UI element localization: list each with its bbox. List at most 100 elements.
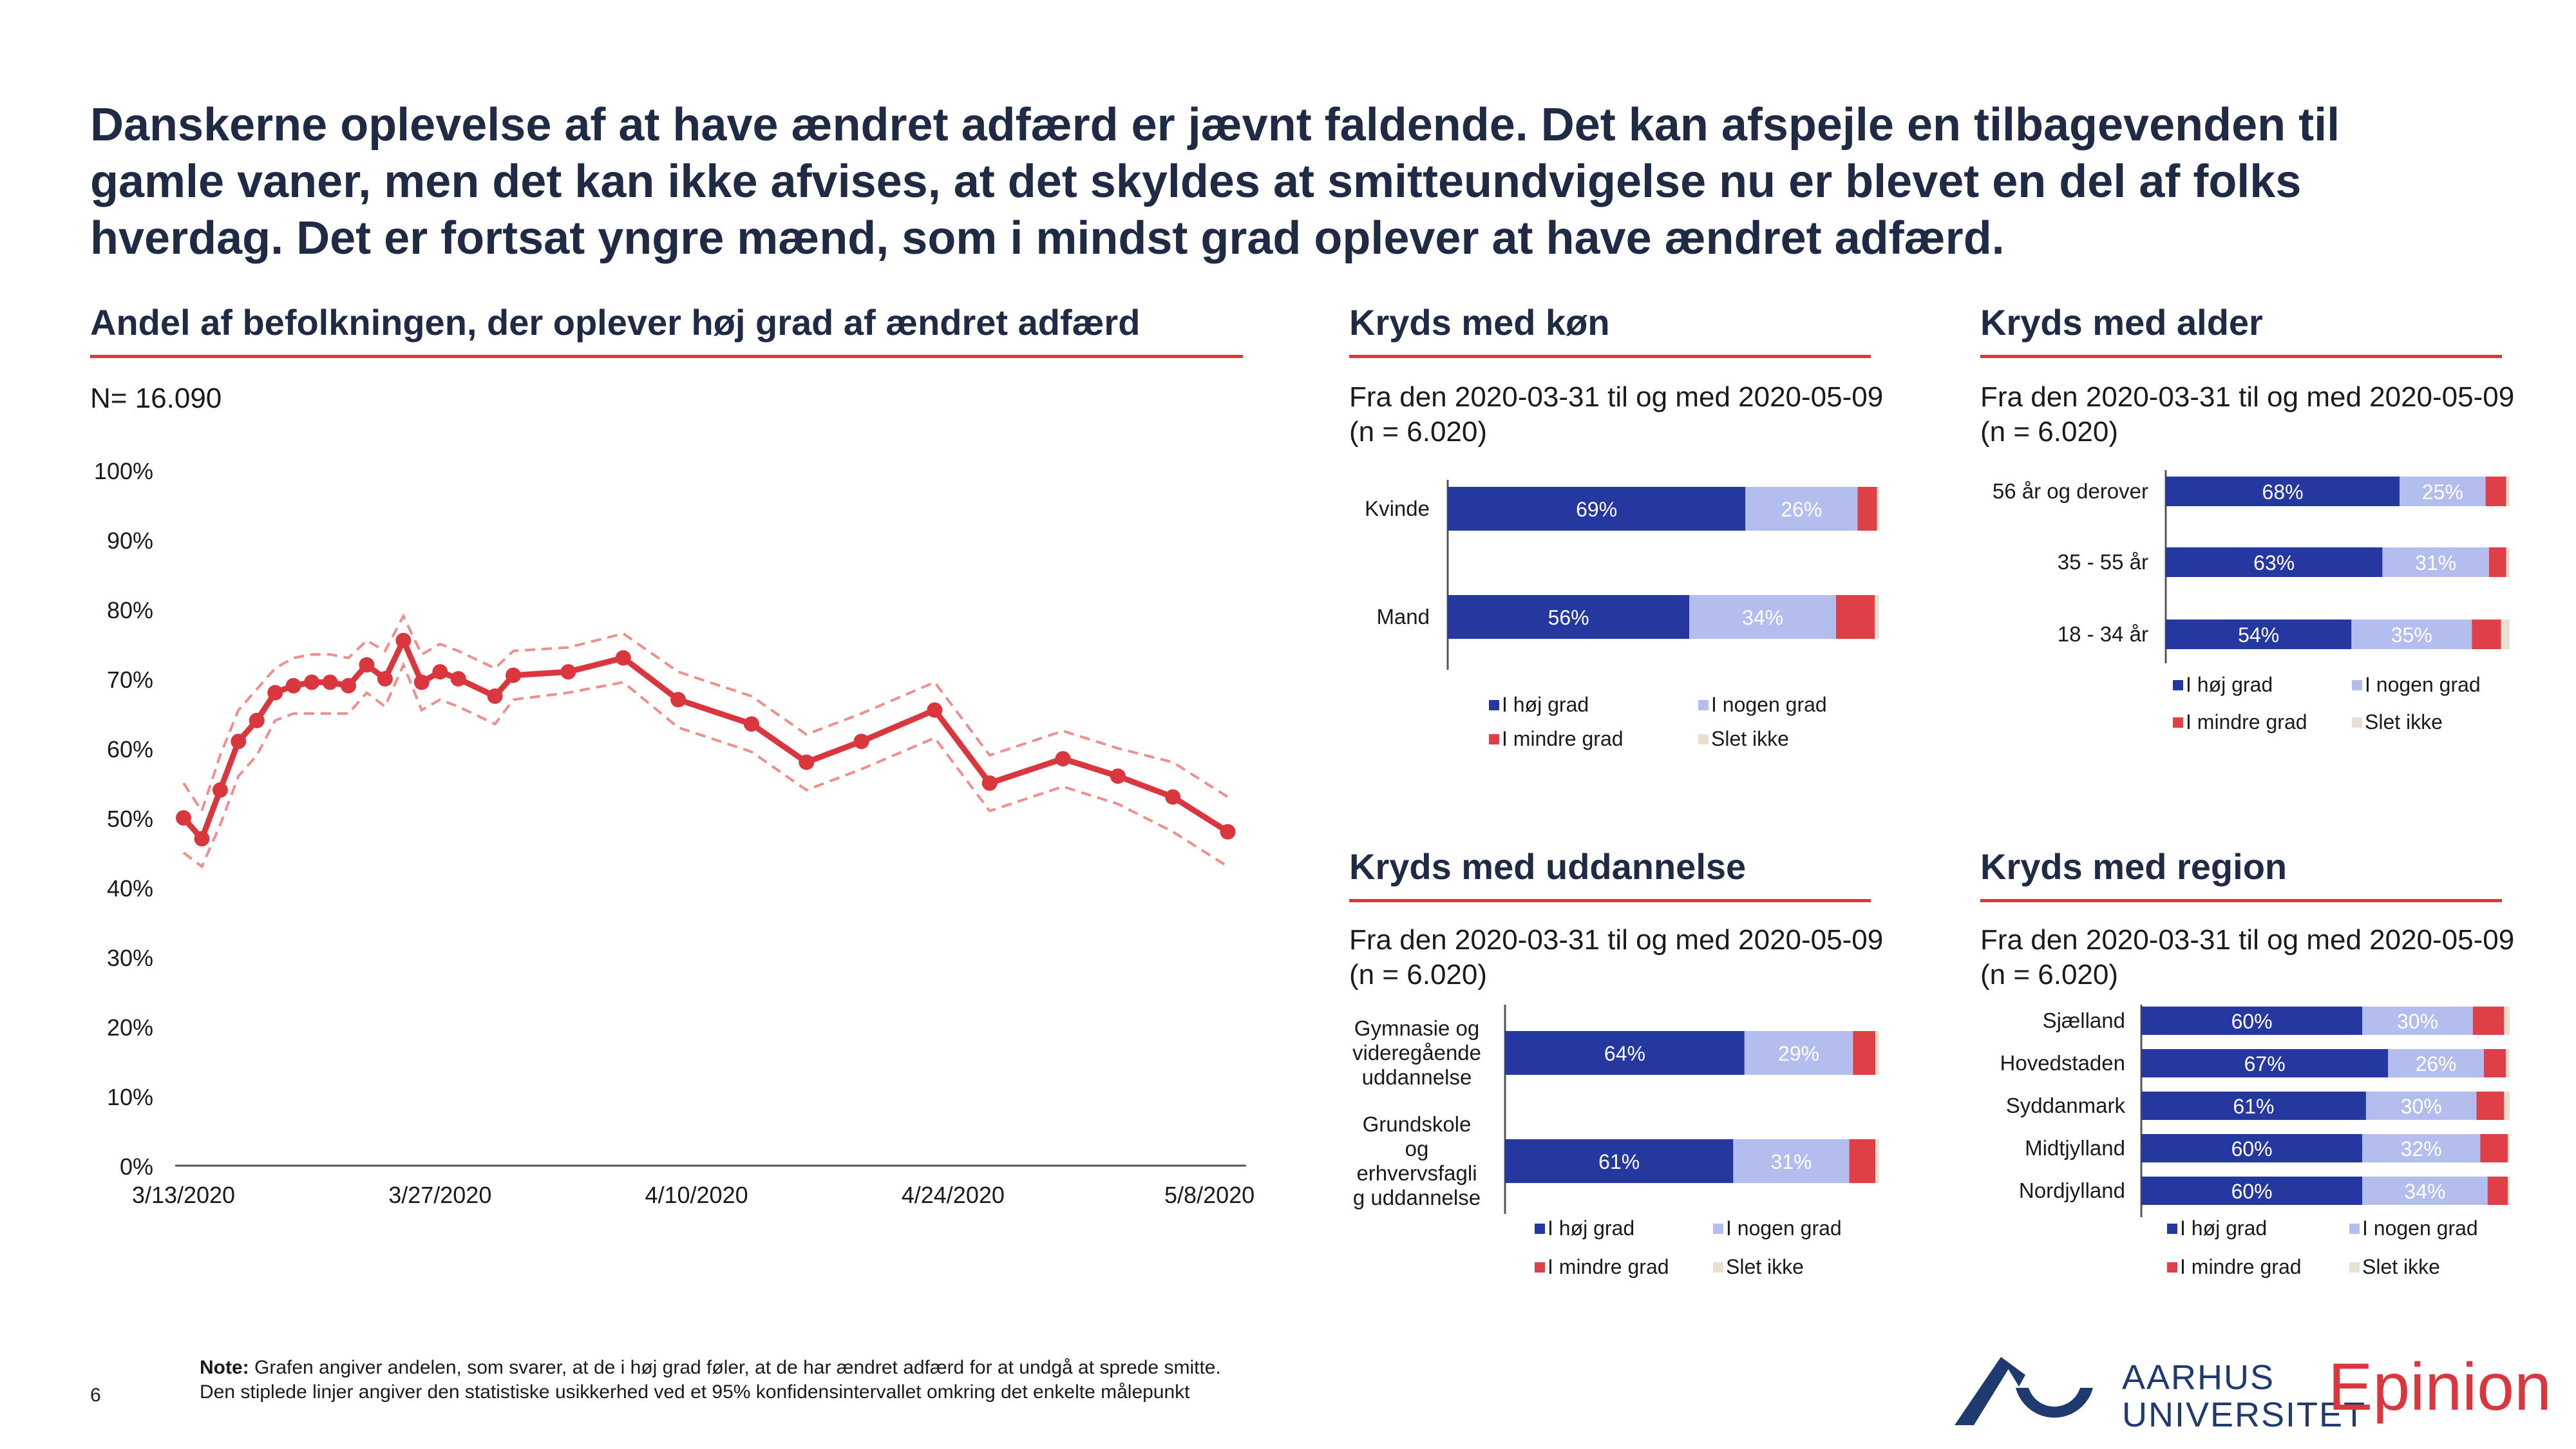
data-point [413,674,430,690]
category-label: uddannelse [1362,1065,1472,1089]
data-point [176,810,191,826]
category-label: Mand [1376,605,1430,629]
data-point [560,664,576,680]
data-point [341,677,357,694]
bar-segment [2141,1134,2363,1162]
bar-data-label: 67% [2244,1052,2286,1075]
bar-segment [2483,1049,2506,1077]
bar-segment [2506,477,2510,506]
bar-segment [1505,1031,1745,1075]
category-label: Nordjylland [2019,1179,2125,1202]
category-label: Midtjylland [2025,1136,2125,1160]
legend-swatch [1489,700,1499,710]
y-tick-label: 60% [107,736,153,762]
legend-label: I nogen grad [2362,1217,2478,1240]
data-point [670,692,687,708]
category-label: Syddanmark [2006,1094,2126,1117]
category-label: Grundskole [1363,1112,1472,1136]
bar-data-label: 26% [1781,498,1822,521]
data-point [799,754,815,770]
bar-segment [1853,1031,1876,1075]
y-tick-label: 10% [107,1084,153,1110]
data-point [1110,768,1126,784]
category-label: 56 år og derover [1993,479,2148,503]
legend-label: I mindre grad [2180,1255,2302,1278]
y-tick-label: 30% [107,945,153,971]
bar-data-label: 34% [2404,1180,2445,1203]
category-label: 18 - 34 år [2058,622,2148,646]
bar-data-label: 30% [2401,1095,2442,1118]
bar-segment [2388,1049,2484,1077]
bar-data-label: 54% [2238,623,2279,647]
legend-label: I høj grad [2186,673,2273,696]
legend-label: Slet ikke [2365,710,2443,734]
legend-label: I mindre grad [2186,710,2307,734]
bar-segment [1689,595,1836,639]
data-point [194,831,210,847]
data-point [432,664,448,680]
age-panel-title: Kryds med alder [1980,301,2502,358]
bar-segment [2506,1049,2510,1077]
footnote: Note: Grafen angiver andelen, som svarer… [200,1356,1221,1405]
y-tick-label: 90% [107,527,153,554]
bar-segment [2472,1007,2505,1035]
data-point [450,671,466,687]
legend-swatch [1489,734,1499,744]
legend-swatch [2352,680,2362,690]
legend-label: Slet ikke [2362,1255,2440,1278]
note-line-1: Grafen angiver andelen, som svarer, at d… [249,1357,1221,1378]
bar-segment [2508,1177,2510,1205]
category-label: Gymnasie og [1354,1016,1479,1040]
bar-segment [2166,547,2383,577]
y-tick-label: 80% [107,597,153,623]
legend-label: I nogen grad [2365,673,2481,696]
epinion-logo: Epinion [2328,1350,2552,1425]
bar-segment [2141,1049,2389,1077]
region-panel-subtitle: Fra den 2020-03-31 til og med 2020-05-09 [1980,924,2515,956]
education-panel-title: Kryds med uddannelse [1349,846,1871,902]
bar-segment [1448,595,1690,639]
ci-lower-line [182,661,1229,869]
category-label: erhvervsfagli [1356,1161,1477,1185]
y-tick-label: 20% [107,1014,153,1041]
data-point [249,712,265,728]
y-tick-label: 40% [107,875,153,902]
bar-segment [1744,1031,1853,1075]
legend-label: I nogen grad [1726,1217,1842,1240]
data-point [506,667,522,683]
legend-label: I høj grad [1548,1217,1634,1240]
bar-data-label: 61% [1598,1150,1640,1173]
bar-segment [2487,1177,2508,1205]
bar-segment [2485,477,2506,506]
bar-segment [1849,1139,1876,1183]
bar-segment [2504,1092,2510,1120]
bar-segment [2400,477,2486,506]
bar-data-label: 25% [2422,480,2463,504]
bar-segment [2141,1177,2363,1205]
bar-data-label: 60% [2231,1010,2273,1033]
data-point [322,674,338,690]
education-panel-n: (n = 6.020) [1349,959,1488,990]
bar-segment [2141,1007,2363,1035]
line-chart-title: Andel af befolkningen, der oplever høj g… [90,301,1243,358]
bar-segment [1857,487,1877,531]
category-label: Kvinde [1365,497,1430,520]
x-tick-label: 4/24/2020 [902,1182,1005,1208]
y-tick-label: 0% [120,1153,153,1180]
bar-segment [2508,1134,2510,1162]
bar-segment [1875,1139,1879,1183]
crosstab-bar-charts: Kvinde 69% 26% Mand 56% 34% I høj grad I nogen … [1352,470,2510,1278]
legend-swatch [1535,1224,1545,1234]
line-chart: 0% 10% 20% 30% 40% 50% 60% 70% 80% 90% 100% 3/13/20… [94,458,1255,1208]
bar-data-label: 32% [2401,1137,2442,1160]
bar-segment [2362,1007,2473,1035]
legend-swatch [1713,1262,1723,1273]
bar-segment [2351,620,2472,649]
age-panel-subtitle: Fra den 2020-03-31 til og med 2020-05-09 [1980,381,2515,413]
data-point [1220,824,1236,840]
age-panel-n: (n = 6.020) [1980,416,2119,448]
legend-label: I høj grad [1502,693,1589,716]
data-point [615,650,631,666]
bar-segment [2362,1177,2488,1205]
legend-label: Slet ikke [1711,727,1789,750]
